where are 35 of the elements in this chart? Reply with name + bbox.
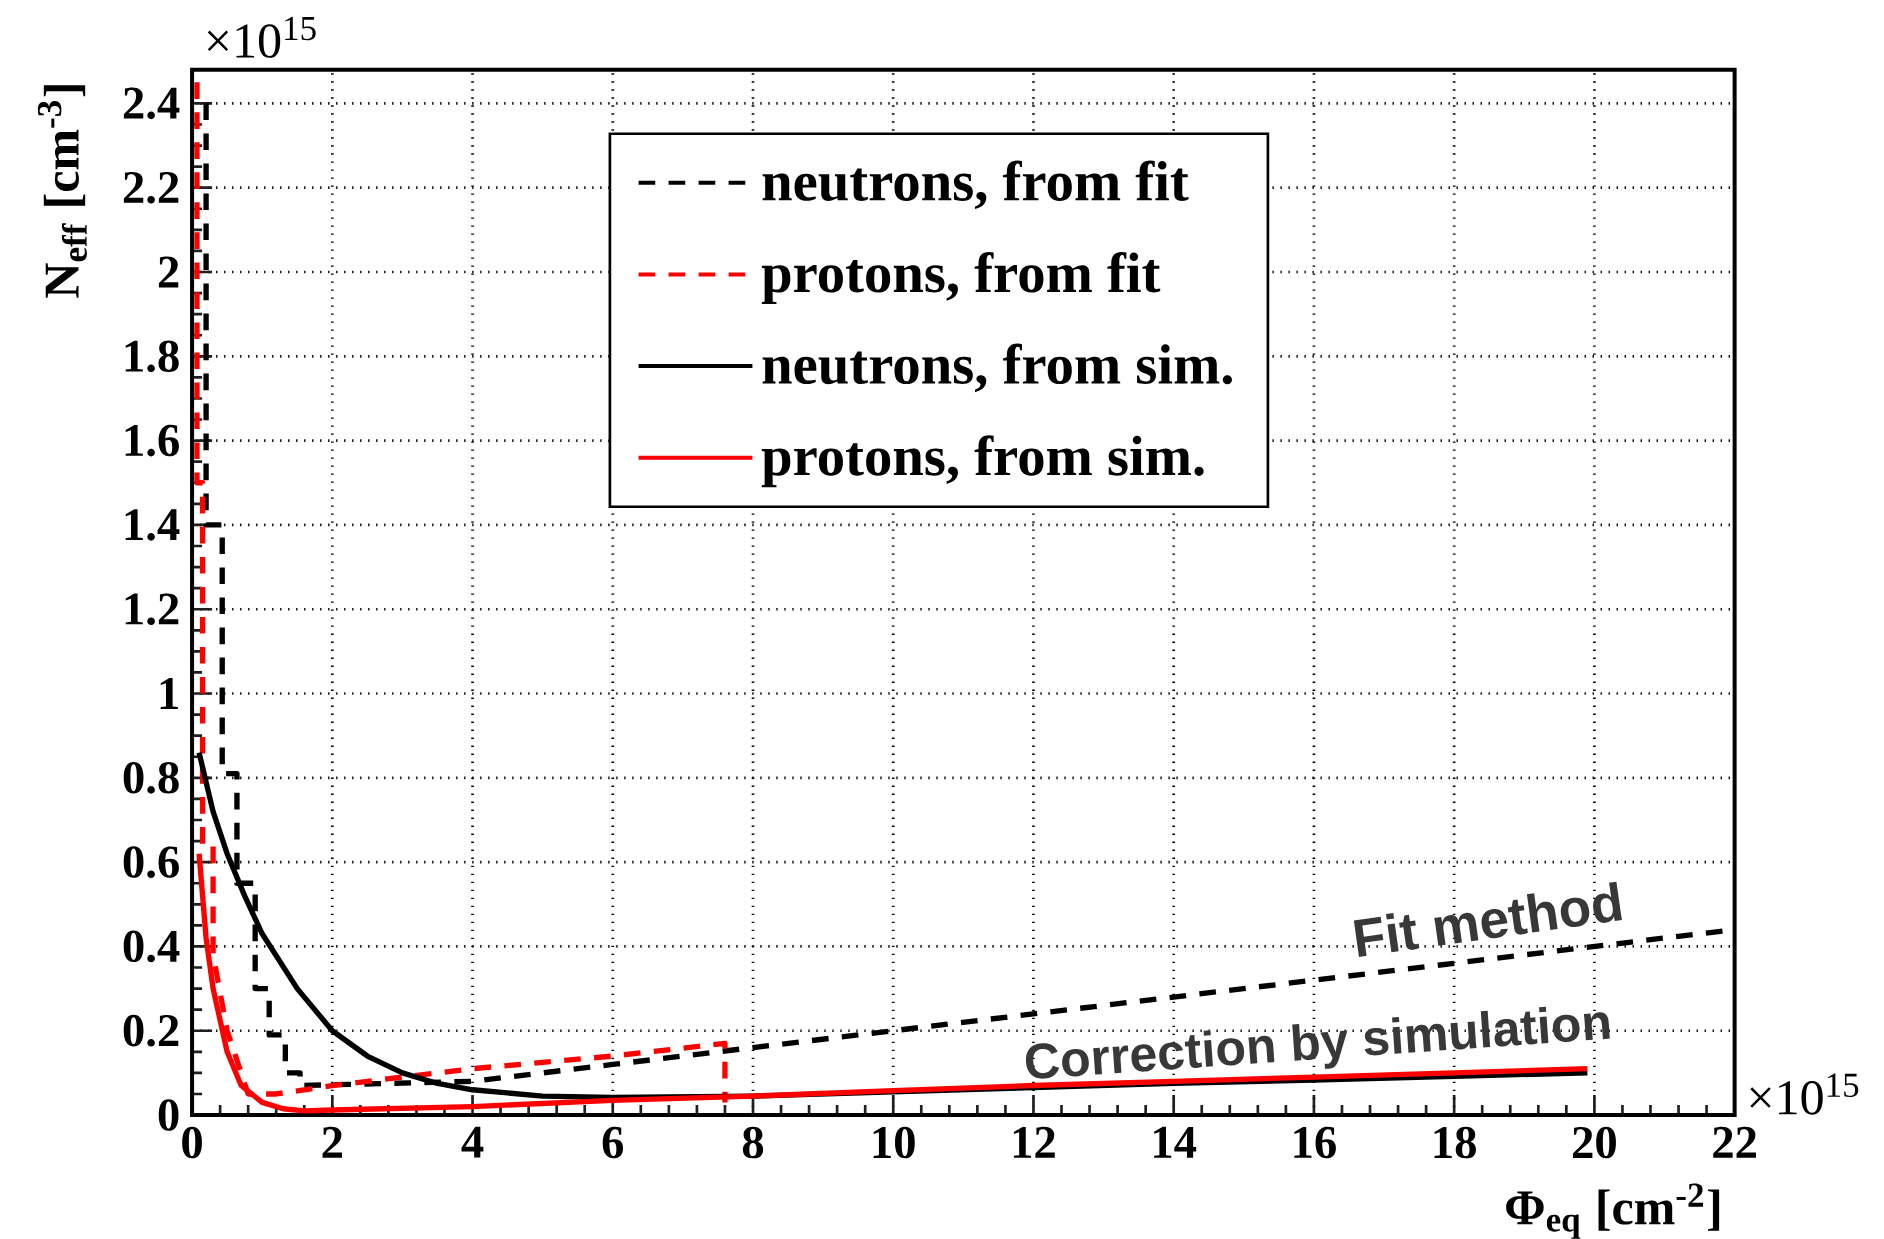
x-tick-label: 0 bbox=[182, 1126, 202, 1159]
y-tick-label: 1 bbox=[160, 678, 178, 709]
y-axis-title: N$_{eff}$ [cm$^{-3}$] bbox=[37, 85, 87, 298]
x-tick-label: 6 bbox=[602, 1126, 624, 1159]
y-tick-label: 0.8 bbox=[123, 761, 179, 794]
x-tick-label: 2 bbox=[322, 1126, 342, 1158]
y-tick-label: 2 bbox=[158, 256, 179, 288]
annotation: Correction by simulation bbox=[1025, 1006, 1610, 1079]
text: ×10$^{15}$ bbox=[207, 16, 316, 58]
x-tick-label: 4 bbox=[461, 1126, 484, 1158]
y-tick-label: 1.4 bbox=[125, 509, 180, 541]
x-tick-label: 18 bbox=[1434, 1126, 1476, 1159]
y-tick-label: 0.4 bbox=[123, 930, 180, 963]
y-tick-label: 0 bbox=[158, 1099, 179, 1131]
legend-label: neutrons, from sim. bbox=[762, 343, 1232, 393]
y-tick-label: 0.2 bbox=[123, 1014, 179, 1047]
x-tick-label: 12 bbox=[1013, 1126, 1055, 1158]
y-tick-label: 2.2 bbox=[123, 171, 179, 204]
x-tick-label: 10 bbox=[873, 1126, 915, 1159]
x-tick-label: 22 bbox=[1713, 1126, 1756, 1158]
annotation: Fit method bbox=[1353, 881, 1622, 957]
y-tick-label: 2.4 bbox=[123, 87, 180, 120]
y-tick-label: 1.6 bbox=[125, 424, 179, 457]
legend-label: protons, from fit bbox=[761, 251, 1161, 304]
x-tick-label: 14 bbox=[1154, 1126, 1197, 1158]
y-tick-label: 0.6 bbox=[123, 846, 179, 878]
y-tick-label: 1.2 bbox=[125, 593, 179, 625]
x-tick-label: 20 bbox=[1572, 1126, 1616, 1159]
legend-label: protons, from sim. bbox=[761, 435, 1204, 488]
x-axis-title: Φ$_{eq}$ [cm$^{-2}$] bbox=[1506, 1183, 1720, 1239]
x-tick-label: 16 bbox=[1294, 1126, 1336, 1159]
text: ×10$^{15}$ bbox=[1750, 1073, 1859, 1115]
x-tick-label: 8 bbox=[742, 1126, 764, 1159]
y-tick-label: 1.8 bbox=[125, 340, 179, 373]
legend-label: neutrons, from fit bbox=[762, 160, 1189, 210]
